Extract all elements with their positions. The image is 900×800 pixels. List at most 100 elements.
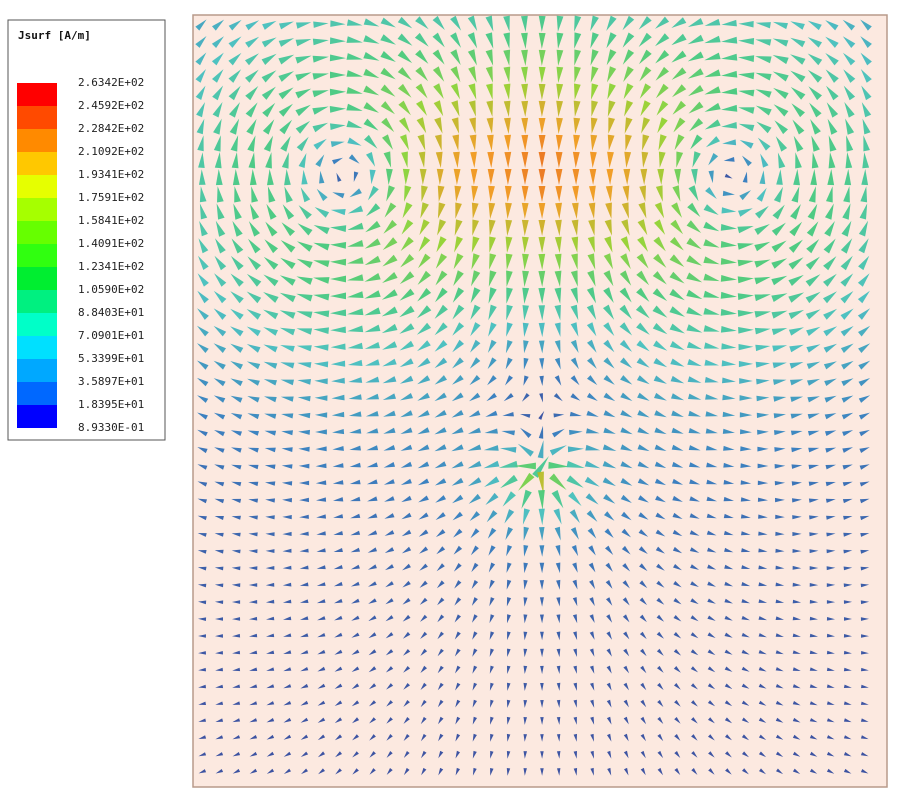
vector-arrow <box>454 614 461 623</box>
vector-arrow <box>707 547 717 553</box>
vector-arrow <box>198 684 206 689</box>
vector-arrow <box>317 734 326 741</box>
vector-arrow <box>248 583 258 587</box>
vector-arrow <box>841 412 854 420</box>
vector-arrow <box>655 16 670 29</box>
vector-arrow <box>653 375 667 384</box>
vector-arrow <box>540 768 544 776</box>
vector-arrow <box>826 583 836 587</box>
vector-arrow <box>332 480 344 485</box>
vector-arrow <box>622 32 635 48</box>
vector-arrow <box>737 276 754 284</box>
vector-arrow <box>196 102 205 118</box>
vector-arrow <box>724 564 734 570</box>
vector-arrow <box>573 648 577 657</box>
vector-arrow <box>489 579 495 590</box>
vector-arrow <box>523 682 528 691</box>
vector-arrow <box>300 734 309 740</box>
vector-arrow <box>656 580 665 588</box>
vector-arrow <box>603 357 615 369</box>
vector-arrow <box>382 341 398 350</box>
vector-arrow <box>788 274 804 286</box>
vector-arrow <box>451 444 464 452</box>
vector-arrow <box>483 445 499 451</box>
vector-arrow <box>507 614 511 624</box>
vector-arrow <box>350 547 360 553</box>
legend-label: 1.0590E+02 <box>78 283 144 296</box>
vector-arrow <box>300 616 309 620</box>
vector-arrow <box>686 220 702 233</box>
vector-arrow <box>656 648 664 656</box>
vector-arrow <box>248 549 258 554</box>
vector-arrow <box>228 69 242 83</box>
vector-arrow <box>556 682 561 691</box>
vector-arrow <box>455 699 461 708</box>
vector-arrow <box>232 718 241 723</box>
vector-arrow <box>640 100 651 117</box>
vector-arrow <box>197 395 209 403</box>
vector-arrow <box>278 103 293 117</box>
vector-arrow <box>692 151 701 168</box>
vector-arrow <box>488 287 497 304</box>
vector-arrow <box>198 735 207 739</box>
vector-arrow <box>332 446 344 451</box>
vector-arrow <box>686 255 702 266</box>
vector-arrow <box>332 463 344 468</box>
vector-arrow <box>621 511 632 521</box>
vector-arrow <box>284 186 293 203</box>
vector-arrow <box>707 581 716 587</box>
vector-arrow <box>452 339 464 353</box>
vector-arrow <box>437 665 444 674</box>
vector-arrow <box>672 512 683 519</box>
vector-arrow <box>313 21 329 28</box>
vector-arrow <box>688 410 701 417</box>
vector-arrow <box>689 496 700 502</box>
vector-arrow <box>538 253 546 270</box>
vector-arrow <box>346 53 363 60</box>
vector-arrow <box>266 667 275 671</box>
vector-arrow <box>455 682 461 691</box>
vector-arrow <box>707 649 716 656</box>
vector-arrow <box>823 361 837 370</box>
vector-arrow <box>807 378 821 386</box>
vector-arrow <box>758 633 767 638</box>
vector-arrow <box>688 185 699 202</box>
vector-arrow <box>725 768 732 775</box>
vector-arrow <box>637 236 648 252</box>
vector-arrow <box>386 168 393 185</box>
vector-arrow <box>706 479 718 485</box>
vector-arrow <box>452 375 464 385</box>
vector-arrow <box>860 769 869 774</box>
vector-arrow <box>232 169 240 186</box>
vector-arrow <box>738 344 754 351</box>
vector-arrow <box>708 153 719 166</box>
vector-arrow <box>488 270 497 287</box>
vector-arrow <box>538 49 546 66</box>
vector-arrow <box>603 253 613 270</box>
vector-arrow <box>572 614 578 624</box>
vector-arrow <box>397 67 412 81</box>
vector-arrow <box>704 342 720 349</box>
vector-arrow <box>330 360 346 367</box>
vector-arrow <box>606 665 612 674</box>
vector-arrow <box>349 428 362 434</box>
vector-arrow <box>540 734 544 742</box>
vector-arrow <box>365 220 381 233</box>
vector-arrow <box>657 117 668 134</box>
vector-arrow <box>522 508 530 525</box>
vector-arrow <box>824 221 835 237</box>
vector-arrow <box>369 768 376 775</box>
vector-arrow <box>758 582 768 587</box>
vector-arrow <box>538 270 546 287</box>
vector-arrow <box>686 272 703 283</box>
vector-arrow <box>278 38 295 47</box>
vector-arrow <box>790 396 804 402</box>
vector-arrow <box>686 341 703 350</box>
vector-arrow <box>298 446 310 452</box>
vector-arrow <box>690 598 699 605</box>
vector-arrow <box>860 52 872 66</box>
vector-arrow <box>775 599 785 604</box>
vector-arrow <box>669 288 685 301</box>
vector-arrow <box>195 36 207 48</box>
vector-arrow <box>674 168 681 185</box>
